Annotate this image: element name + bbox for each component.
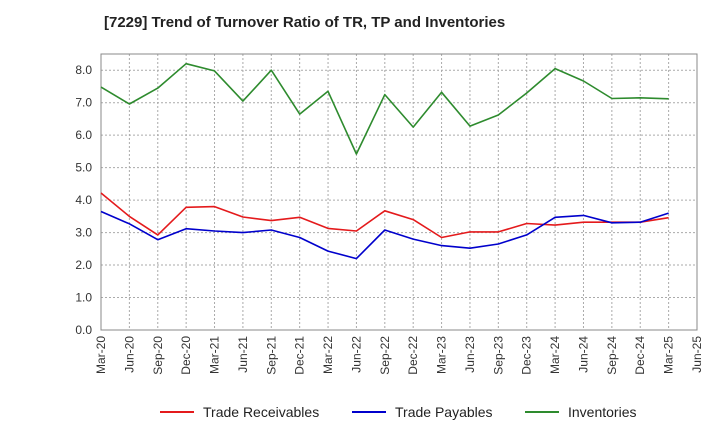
- legend-label-trade-payables: Trade Payables: [395, 404, 493, 420]
- x-tick-label: Mar-22: [321, 336, 335, 374]
- y-tick-label: 4.0: [75, 193, 92, 207]
- legend-item-inventories: Inventories: [525, 404, 636, 420]
- x-tick-label: Jun-21: [236, 336, 250, 373]
- x-tick-label: Dec-24: [633, 336, 647, 375]
- legend-item-trade-payables: Trade Payables: [352, 404, 493, 420]
- y-tick-label: 7.0: [75, 96, 92, 110]
- chart-title: [7229] Trend of Turnover Ratio of TR, TP…: [104, 14, 506, 31]
- y-tick-label: 5.0: [75, 161, 92, 175]
- x-tick-label: Sep-23: [491, 336, 505, 375]
- y-tick-label: 2.0: [75, 258, 92, 272]
- grid-layer: [101, 54, 697, 330]
- x-tick-label: Jun-24: [576, 336, 590, 373]
- series-line-trade-receivables: [100, 192, 669, 239]
- plot-frame: [100, 53, 698, 331]
- x-tick-label: Mar-25: [662, 336, 676, 374]
- y-tick-label: 3.0: [75, 226, 92, 240]
- legend-label-trade-receivables: Trade Receivables: [203, 404, 320, 420]
- y-tick-label: 6.0: [75, 128, 92, 142]
- x-tick-label: Mar-21: [208, 336, 222, 374]
- series-line-inventories: [100, 62, 669, 155]
- x-tick-label: Dec-21: [293, 336, 307, 375]
- x-tick-label: Mar-23: [435, 336, 449, 374]
- x-tick-label: Dec-22: [406, 336, 420, 375]
- legend-label-inventories: Inventories: [568, 404, 637, 420]
- legend-swatch-trade-payables: [352, 411, 386, 413]
- y-tick-label: 1.0: [75, 291, 92, 305]
- x-tick-label: Sep-24: [605, 336, 619, 375]
- x-tick-label: Sep-21: [264, 336, 278, 375]
- x-tick-label: Dec-23: [520, 336, 534, 375]
- x-tick-label: Jun-20: [122, 336, 136, 373]
- legend-swatch-inventories: [525, 411, 559, 413]
- legend: Trade Receivables Trade Payables Invento…: [0, 404, 720, 426]
- axis-layer: [100, 53, 698, 331]
- x-tick-label: Mar-20: [94, 336, 108, 374]
- x-tick-label: Jun-25: [690, 336, 704, 373]
- legend-item-trade-receivables: Trade Receivables: [160, 404, 319, 420]
- tick-label-layer: Mar-20 Jun-20 Sep-20 Dec-20 Mar-21 Jun-21 Sep-…: [75, 63, 704, 374]
- legend-swatch-trade-receivables: [160, 411, 194, 413]
- x-tick-label: Sep-22: [378, 336, 392, 375]
- x-tick-label: Jun-23: [463, 336, 477, 373]
- y-tick-label: 0.0: [75, 323, 92, 337]
- series-layer: [100, 62, 669, 260]
- x-tick-label: Mar-24: [548, 336, 562, 374]
- x-tick-label: Dec-20: [179, 336, 193, 375]
- series-line-trade-payables: [100, 210, 669, 260]
- x-tick-label: Jun-22: [349, 336, 363, 373]
- y-tick-label: 8.0: [75, 63, 92, 77]
- x-tick-label: Sep-20: [151, 336, 165, 375]
